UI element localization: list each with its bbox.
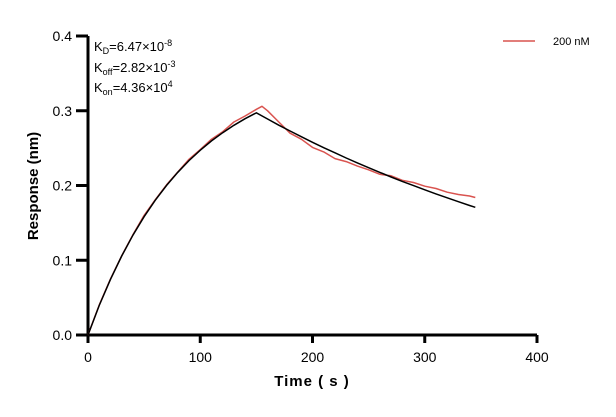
legend-label: 200 nM: [553, 36, 590, 48]
series-line-200nm: [87, 105, 476, 336]
x-tick-label: 200: [301, 349, 325, 365]
kd-annotation: KD=6.47×10-8: [94, 38, 172, 56]
x-tick-label: 0: [84, 349, 92, 365]
y-tick-label: 0.4: [53, 28, 73, 44]
y-tick-label: 0.1: [53, 252, 73, 268]
y-tick-label: 0.3: [53, 103, 73, 119]
kinetic-annotations: KD=6.47×10-8 Koff=2.82×10-3 Kon=4.36×104: [94, 38, 175, 97]
y-axis-title: Response (nm): [25, 132, 42, 240]
kon-annotation: Kon=4.36×104: [94, 79, 173, 97]
x-tick-label: 300: [413, 349, 437, 365]
x-tick-label: 400: [525, 349, 549, 365]
plot-area: [87, 105, 476, 336]
koff-annotation: Koff=2.82×10-3: [94, 59, 175, 77]
x-tick-label: 100: [189, 349, 213, 365]
fit-curve: [87, 111, 476, 336]
axes: 0 100 200 300 400 0.0 0.1 0.2 0.3 0.4: [53, 28, 549, 365]
x-axis-title: Time ( s ): [274, 373, 350, 390]
y-tick-label: 0.2: [53, 178, 73, 194]
legend: 200 nM: [503, 36, 590, 48]
y-tick-label: 0.0: [53, 327, 73, 343]
